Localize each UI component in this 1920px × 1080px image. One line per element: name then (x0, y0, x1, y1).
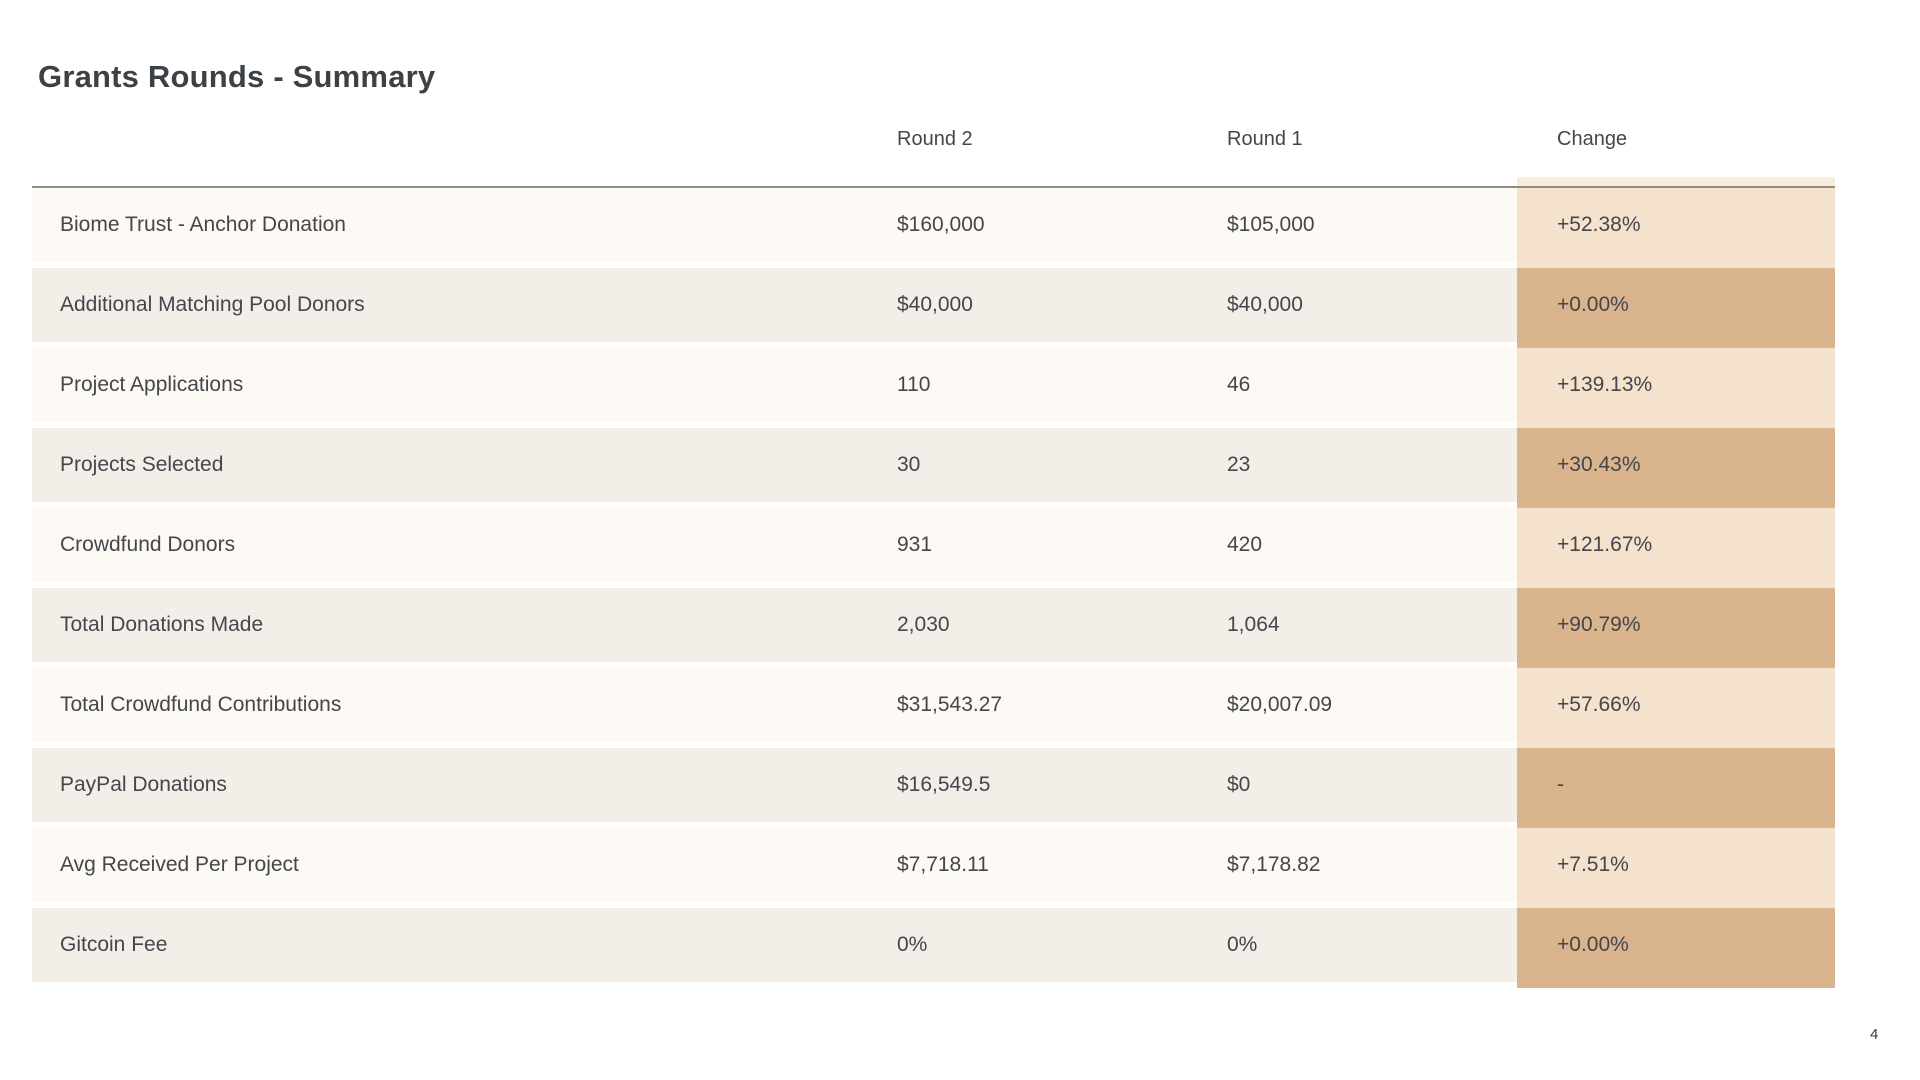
table-row: PayPal Donations $16,549.5 $0 - (32, 748, 1835, 828)
metric-label-cell: Additional Matching Pool Donors (60, 293, 365, 316)
table-row: Projects Selected 30 23 +30.43% (32, 428, 1835, 508)
row-background (32, 268, 1517, 342)
round1-value-cell: 46 (1227, 373, 1251, 396)
round2-value-cell: $160,000 (897, 213, 985, 236)
change-value-cell: +7.51% (1557, 853, 1629, 876)
round1-value-cell: 420 (1227, 533, 1263, 556)
column-header-round-1: Round 1 (1227, 128, 1303, 150)
row-background (32, 748, 1517, 822)
change-band-segment (1517, 748, 1835, 828)
change-value-cell: +90.79% (1557, 613, 1641, 636)
change-band-segment (1517, 428, 1835, 508)
round1-value-cell: $105,000 (1227, 213, 1315, 236)
change-value-cell: +139.13% (1557, 373, 1653, 396)
change-value-cell: +57.66% (1557, 693, 1641, 716)
round1-value-cell: $20,007.09 (1227, 693, 1333, 716)
table-body: Biome Trust - Anchor Donation $160,000 $… (32, 188, 1835, 988)
change-value-cell: - (1557, 773, 1564, 796)
row-background (32, 668, 1517, 742)
round1-value-cell: 0% (1227, 933, 1258, 956)
table-row: Gitcoin Fee 0% 0% +0.00% (32, 908, 1835, 988)
change-band-segment (1517, 588, 1835, 668)
metric-label-cell: Total Donations Made (60, 613, 264, 636)
metric-label-cell: Gitcoin Fee (60, 933, 168, 956)
round1-value-cell: $7,178.82 (1227, 853, 1321, 876)
metric-label-cell: PayPal Donations (60, 773, 227, 796)
table-row: Avg Received Per Project $7,718.11 $7,17… (32, 828, 1835, 908)
round2-value-cell: 931 (897, 533, 933, 556)
table-row: Total Crowdfund Contributions $31,543.27… (32, 668, 1835, 748)
change-band-segment (1517, 348, 1835, 428)
row-background (32, 188, 1517, 262)
round1-value-cell: 23 (1227, 453, 1251, 476)
round2-value-cell: 2,030 (897, 613, 950, 636)
column-header-change: Change (1557, 128, 1628, 150)
change-band-segment (1517, 668, 1835, 748)
round1-value-cell: 1,064 (1227, 613, 1280, 636)
round2-value-cell: 110 (897, 373, 931, 396)
table-row: Biome Trust - Anchor Donation $160,000 $… (32, 188, 1835, 268)
metric-label-cell: Biome Trust - Anchor Donation (60, 213, 346, 236)
table-row: Project Applications 110 46 +139.13% (32, 348, 1835, 428)
change-value-cell: +121.67% (1557, 533, 1653, 556)
page-number: 4 (1870, 1026, 1879, 1043)
table-row: Total Donations Made 2,030 1,064 +90.79% (32, 588, 1835, 668)
metric-label-cell: Total Crowdfund Contributions (60, 693, 342, 716)
row-background (32, 348, 1517, 422)
change-band-segment (1517, 908, 1835, 988)
change-band-segment (1517, 188, 1835, 268)
round1-value-cell: $0 (1227, 773, 1251, 796)
change-column-highlight (1517, 177, 1835, 988)
change-band-segment (1517, 828, 1835, 908)
metric-label-cell: Avg Received Per Project (60, 853, 299, 876)
row-background (32, 508, 1517, 582)
round2-value-cell: $16,549.5 (897, 773, 991, 796)
header-divider (32, 186, 1835, 188)
metric-label-cell: Projects Selected (60, 453, 224, 476)
row-background (32, 828, 1517, 902)
page-title: Grants Rounds - Summary (38, 59, 436, 94)
change-value-cell: +0.00% (1557, 933, 1629, 956)
row-background (32, 428, 1517, 502)
round2-value-cell: 30 (897, 453, 921, 476)
round2-value-cell: 0% (897, 933, 928, 956)
round2-value-cell: $40,000 (897, 293, 973, 316)
change-band-cap (1517, 177, 1835, 188)
change-value-cell: +52.38% (1557, 213, 1641, 236)
metric-label-cell: Project Applications (60, 373, 244, 396)
change-band-segment (1517, 268, 1835, 348)
metric-label-cell: Crowdfund Donors (60, 533, 236, 556)
round2-value-cell: $31,543.27 (897, 693, 1003, 716)
column-header-round-2: Round 2 (897, 128, 973, 150)
change-value-cell: +30.43% (1557, 453, 1641, 476)
change-band-segment (1517, 508, 1835, 588)
row-background (32, 908, 1517, 982)
row-background (32, 588, 1517, 662)
round2-value-cell: $7,718.11 (897, 853, 989, 876)
table-row: Additional Matching Pool Donors $40,000 … (32, 268, 1835, 348)
table-row: Crowdfund Donors 931 420 +121.67% (32, 508, 1835, 588)
change-value-cell: +0.00% (1557, 293, 1629, 316)
round1-value-cell: $40,000 (1227, 293, 1303, 316)
summary-table: Round 2 Round 1 Change Biome Trust - Anc… (32, 0, 1835, 990)
